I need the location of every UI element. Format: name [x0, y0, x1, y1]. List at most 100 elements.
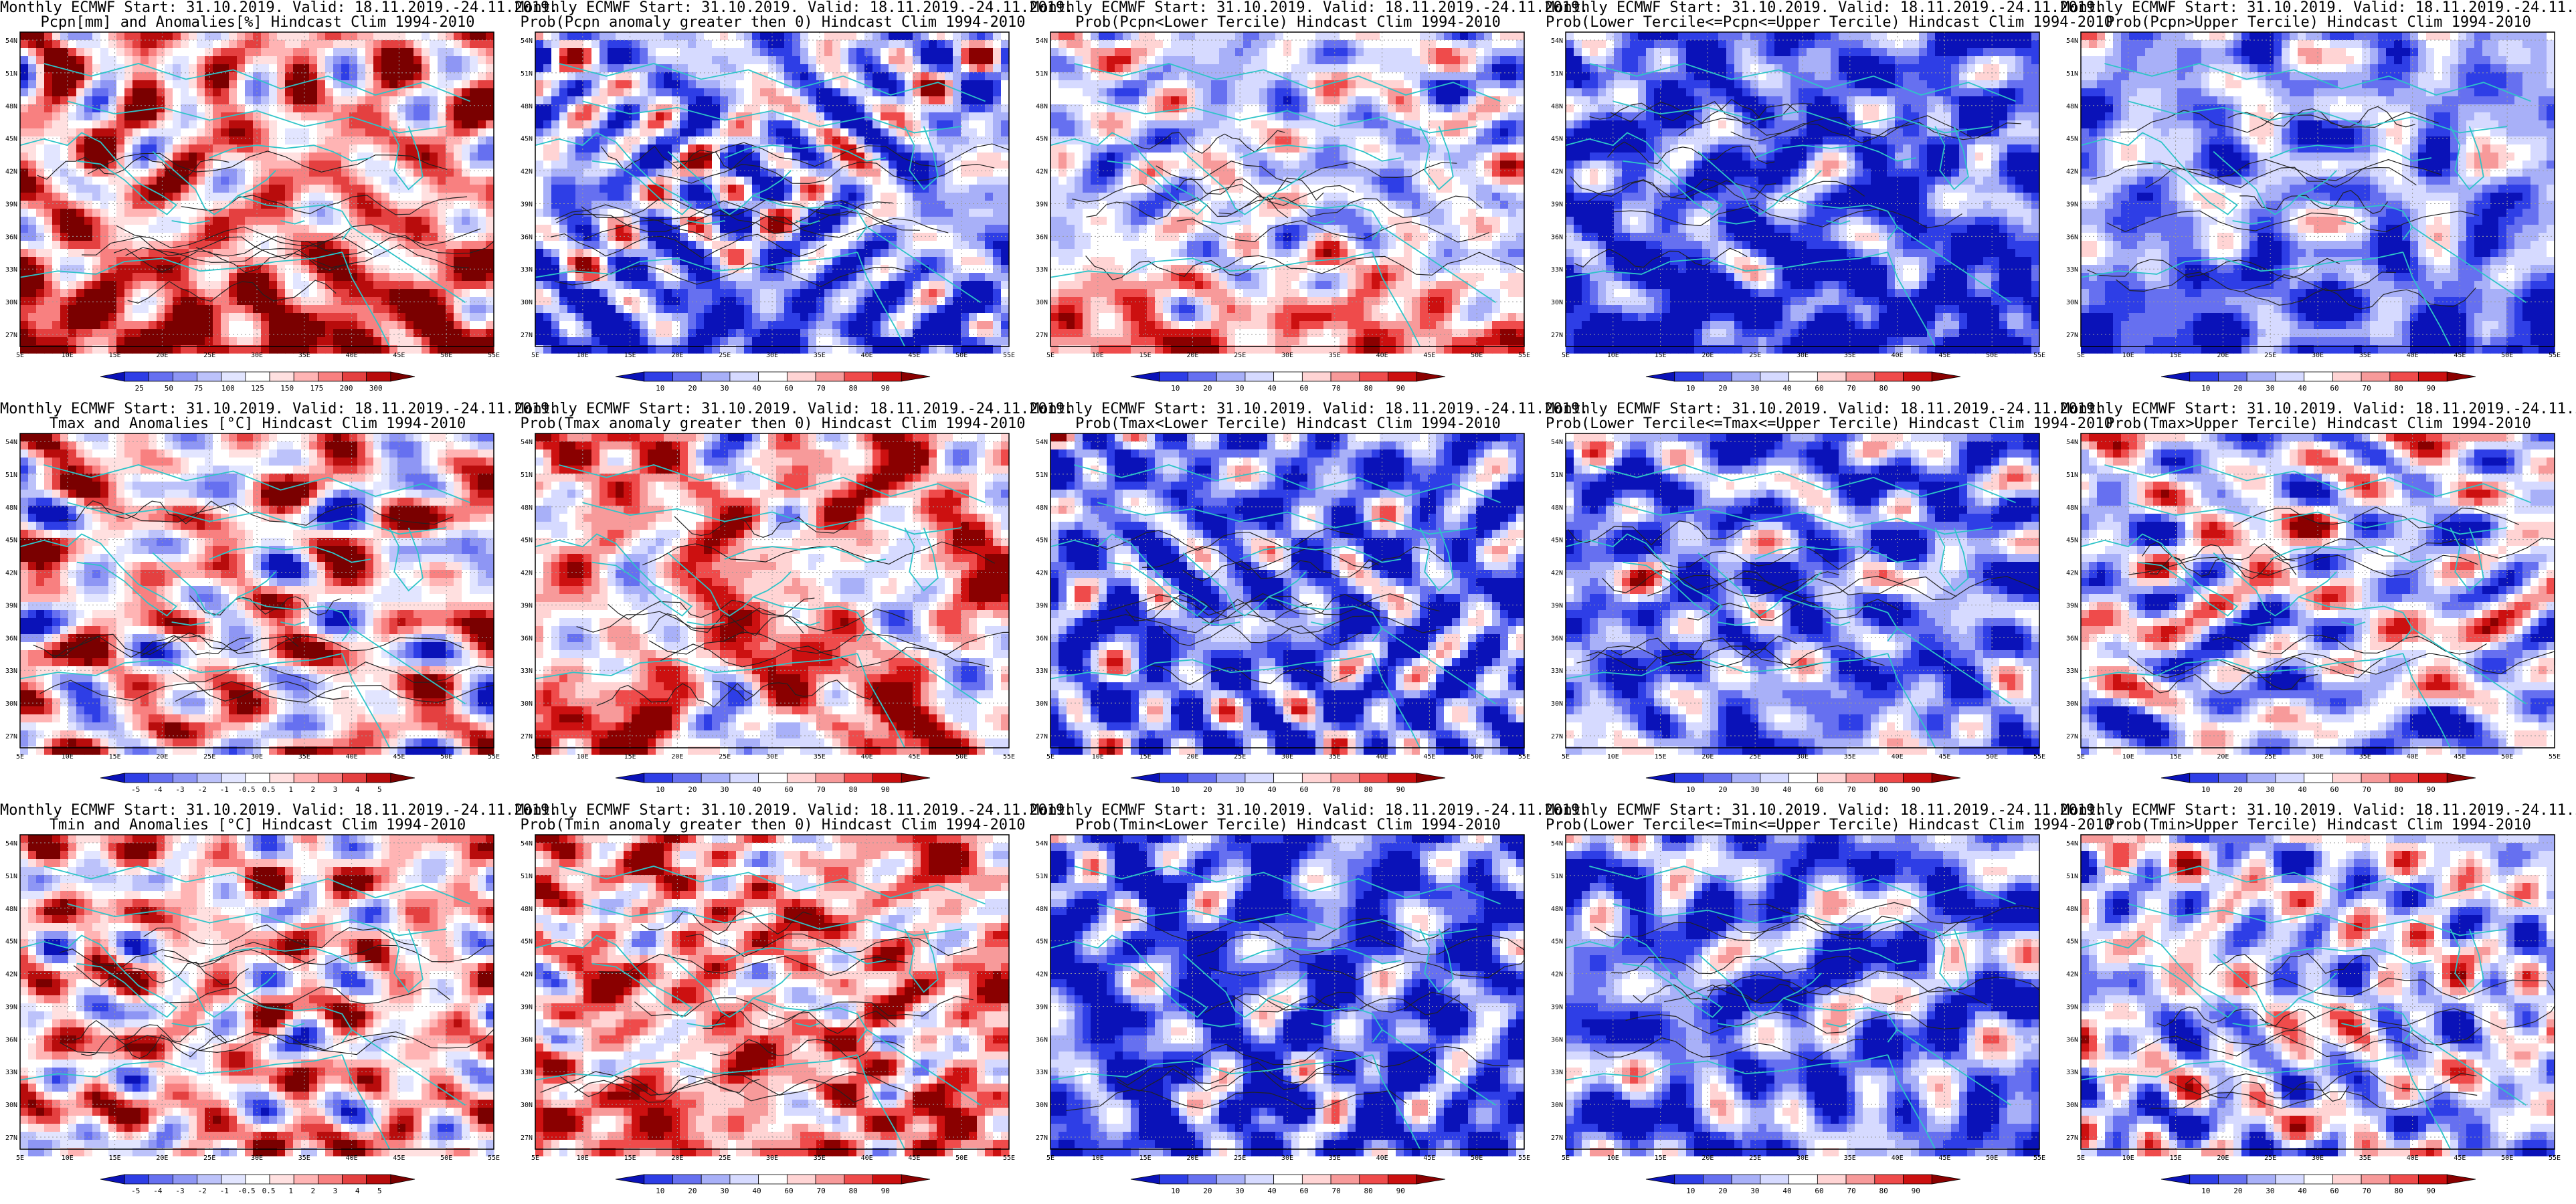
lat-tick-label: 54N [1551, 439, 1563, 446]
lon-tick-label: 45E [1938, 352, 1950, 359]
colorbar-label: 30 [1235, 785, 1244, 794]
map-panel: Monthly ECMWF Start: 31.10.2019. Valid: … [1546, 803, 2113, 1204]
contour-lines [2128, 506, 2555, 694]
lon-tick-label: 25E [1234, 753, 1246, 761]
lon-tick-label: 45E [2454, 753, 2466, 761]
colorbar-label: 90 [881, 1187, 890, 1195]
colorbar: 10 20 30 40 60 70 80 90 [1130, 773, 1446, 794]
lat-tick-label: 33N [521, 266, 533, 274]
contour-lines [33, 500, 494, 703]
colorbar-label: 80 [849, 1187, 858, 1195]
colorbar-label: 30 [1750, 1187, 1759, 1195]
lon-tick-label: 55E [488, 1155, 500, 1162]
lon-tick-label: 30E [1281, 352, 1293, 359]
panel-subtitle: Prob(Pcpn>Upper Tercile) Hindcast Clim 1… [2061, 15, 2576, 31]
lon-tick-label: 5E [1046, 352, 1054, 359]
lon-tick-label: 55E [488, 352, 500, 359]
map-frame [1565, 834, 2040, 1150]
lon-tick-label: 35E [2359, 352, 2371, 359]
lat-tick-label: 30N [5, 299, 17, 306]
shaded-field [20, 433, 494, 755]
colorbar-label: 10 [656, 384, 664, 393]
colorbar-label: 60 [784, 785, 793, 794]
lat-tick-label: 54N [1036, 840, 1048, 847]
panel-subtitle: Prob(Tmax anomaly greater then 0) Hindca… [515, 416, 1030, 432]
colorbar: 10 20 30 40 60 70 80 90 [1645, 773, 1961, 794]
colorbar-label: 80 [2395, 384, 2403, 393]
colorbar-label: 80 [2395, 785, 2403, 794]
lat-tick-label: 42N [5, 570, 17, 577]
lat-tick-label: 27N [2066, 332, 2078, 339]
lon-tick-label: 35E [1329, 352, 1341, 359]
map-frame [1565, 31, 2040, 347]
lat-tick-label: 51N [521, 70, 533, 78]
colorbar-label: 30 [2266, 384, 2274, 393]
colorbar-label: 60 [1815, 785, 1823, 794]
coastlines [1565, 866, 2016, 1150]
graticule [2081, 32, 2555, 346]
lat-tick-label: 48N [5, 103, 17, 110]
panel-subtitle: Prob(Tmin<Lower Tercile) Hindcast Clim 1… [1030, 817, 1546, 833]
panel-header: Monthly ECMWF Start: 31.10.2019. Valid: … [1030, 0, 1588, 16]
lat-tick-label: 45N [5, 136, 17, 143]
lon-tick-label: 30E [1797, 352, 1809, 359]
lon-tick-label: 50E [955, 352, 968, 359]
coastlines [535, 63, 986, 347]
lon-tick-label: 45E [1938, 1155, 1950, 1162]
colorbar-label: -0.5 [238, 785, 256, 794]
map-frame [19, 834, 494, 1150]
lon-tick-label: 25E [719, 1155, 731, 1162]
map-frame [2080, 834, 2555, 1150]
colorbar-label: 40 [2298, 1187, 2306, 1195]
colorbar-label: 90 [1912, 384, 1920, 393]
colorbar-label: 90 [2427, 384, 2435, 393]
colorbar-label: 80 [1364, 384, 1373, 393]
colorbar-label: 60 [2330, 384, 2338, 393]
lat-tick-label: 27N [1036, 733, 1048, 740]
lat-tick-label: 45N [2066, 537, 2078, 544]
colorbar: -5 -4 -3 -2 -1 -0.5 0.5 1 2 3 4 5 [100, 773, 416, 794]
colorbar-label: 90 [2427, 1187, 2435, 1195]
lat-tick-label: 30N [5, 700, 17, 708]
lat-tick-label: 36N [2066, 233, 2078, 241]
map-frame [2080, 433, 2555, 748]
colorbar-label: 75 [194, 384, 203, 393]
lon-tick-label: 40E [2407, 1155, 2419, 1162]
lon-tick-label: 20E [1186, 352, 1198, 359]
lon-tick-label: 50E [1986, 352, 1998, 359]
lon-tick-label: 15E [109, 1155, 121, 1162]
lon-tick-label: 15E [1139, 753, 1152, 761]
colorbar-label: -3 [175, 1187, 184, 1195]
lat-tick-label: 51N [1036, 873, 1048, 880]
map-frame [1565, 433, 2040, 748]
colorbar-label: 2 [311, 785, 316, 794]
lon-tick-label: 40E [861, 352, 873, 359]
colorbar-label: 10 [1171, 1187, 1180, 1195]
lon-tick-label: 40E [1892, 1155, 1904, 1162]
lon-tick-label: 35E [1329, 753, 1341, 761]
colorbar-label: 20 [688, 785, 697, 794]
colorbar-label: 80 [849, 785, 858, 794]
lat-tick-label: 45N [1036, 537, 1048, 544]
lat-tick-label: 33N [1551, 668, 1563, 675]
lat-tick-label: 39N [1036, 201, 1048, 208]
lat-tick-label: 42N [521, 570, 533, 577]
lon-tick-label: 10E [1092, 753, 1104, 761]
lat-tick-label: 54N [2066, 37, 2078, 45]
lat-tick-label: 27N [521, 332, 533, 339]
lon-tick-label: 30E [1797, 753, 1809, 761]
lon-tick-label: 5E [531, 352, 539, 359]
colorbar: 10 20 30 40 60 70 80 90 [2160, 371, 2476, 393]
graticule [2081, 433, 2555, 748]
colorbar-label: 20 [2233, 1187, 2242, 1195]
colorbar-label: 20 [1203, 785, 1212, 794]
panel-subtitle: Prob(Tmax>Upper Tercile) Hindcast Clim 1… [2061, 416, 2576, 432]
colorbar-label: 60 [2330, 785, 2338, 794]
graticule [1050, 835, 1524, 1149]
coastlines [1565, 63, 2016, 347]
colorbar: 10 20 30 40 60 70 80 90 [2160, 773, 2476, 794]
colorbar: 10 20 30 40 60 70 80 90 [615, 773, 931, 794]
